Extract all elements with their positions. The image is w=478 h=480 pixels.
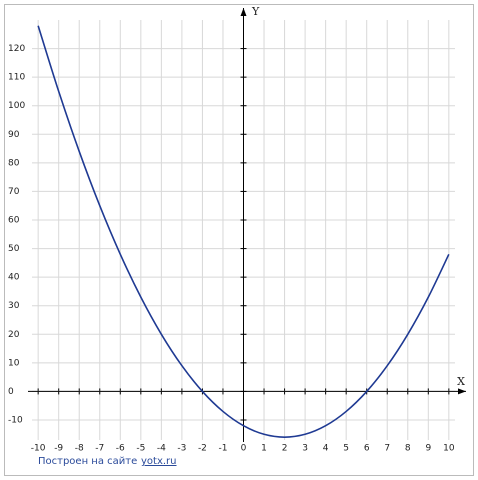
x-axis-arrow xyxy=(458,388,466,395)
y-tick-label: 110 xyxy=(8,73,25,83)
y-tick-label: 120 xyxy=(8,44,25,54)
y-axis-label: Y xyxy=(251,5,260,18)
x-tick-label: -5 xyxy=(136,444,145,454)
x-tick-label: -2 xyxy=(198,444,207,454)
x-tick-label: 0 xyxy=(241,444,247,454)
x-tick-label: 8 xyxy=(405,444,411,454)
x-tick-label: 4 xyxy=(323,444,329,454)
y-tick-label: 30 xyxy=(8,301,20,311)
x-tick-label: 1 xyxy=(261,444,267,454)
x-tick-label: -8 xyxy=(75,444,84,454)
y-tick-label: 10 xyxy=(8,358,20,368)
x-tick-label: -4 xyxy=(157,444,166,454)
y-tick-label: -10 xyxy=(8,416,23,426)
y-tick-label: 70 xyxy=(8,187,20,197)
x-tick-label: -10 xyxy=(31,444,46,454)
x-tick-label: 10 xyxy=(443,444,455,454)
y-tick-label: 90 xyxy=(8,130,20,140)
y-tick-label: 40 xyxy=(8,273,20,283)
x-tick-label: -3 xyxy=(177,444,186,454)
footer-link[interactable]: yotx.ru xyxy=(141,456,177,467)
footer-text: Построен на сайте xyxy=(38,456,137,467)
y-axis-arrow xyxy=(240,8,247,16)
y-tick-label: 60 xyxy=(8,216,20,226)
x-axis-label: X xyxy=(457,375,465,388)
y-tick-label: 0 xyxy=(8,387,14,397)
x-tick-label: -6 xyxy=(116,444,125,454)
x-tick-label: 7 xyxy=(384,444,390,454)
x-tick-label: 2 xyxy=(282,444,288,454)
x-tick-label: 5 xyxy=(343,444,349,454)
x-tick-label: 6 xyxy=(364,444,370,454)
curve xyxy=(37,25,450,438)
y-tick-label: 20 xyxy=(8,330,20,340)
y-tick-label: 50 xyxy=(8,244,20,254)
x-tick-label: -7 xyxy=(95,444,104,454)
frame xyxy=(4,4,474,476)
x-tick-label: -9 xyxy=(54,444,63,454)
y-tick-label: 100 xyxy=(8,101,25,111)
y-tick-label: 80 xyxy=(8,158,20,168)
x-tick-label: -1 xyxy=(218,444,227,454)
x-tick-label: 9 xyxy=(425,444,431,454)
x-tick-label: 3 xyxy=(302,444,308,454)
